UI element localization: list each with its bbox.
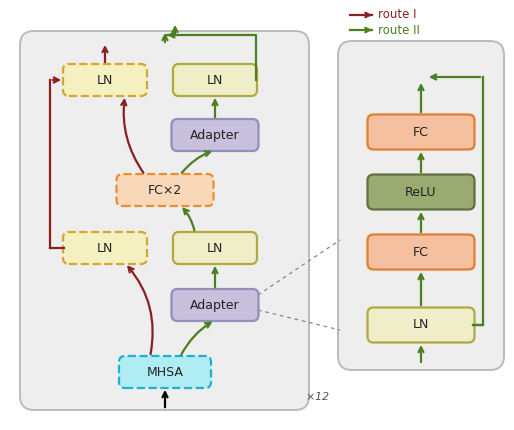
FancyBboxPatch shape (368, 234, 474, 270)
FancyBboxPatch shape (368, 114, 474, 150)
Text: MHSA: MHSA (146, 366, 183, 378)
FancyBboxPatch shape (117, 174, 213, 206)
Text: Adapter: Adapter (190, 298, 240, 311)
Text: ReLU: ReLU (405, 185, 437, 199)
Text: LN: LN (413, 319, 429, 332)
Text: LN: LN (207, 242, 223, 255)
Text: route I: route I (378, 9, 416, 22)
Text: FC: FC (413, 246, 429, 258)
FancyBboxPatch shape (368, 307, 474, 343)
Text: LN: LN (207, 74, 223, 86)
Text: Adapter: Adapter (190, 129, 240, 141)
FancyBboxPatch shape (63, 64, 147, 96)
FancyBboxPatch shape (173, 232, 257, 264)
Text: FC: FC (413, 126, 429, 138)
Text: FC×2: FC×2 (148, 184, 182, 197)
Text: LN: LN (97, 242, 113, 255)
FancyBboxPatch shape (20, 31, 309, 410)
FancyBboxPatch shape (172, 119, 259, 151)
Text: $\times$12: $\times$12 (305, 390, 330, 402)
Text: LN: LN (97, 74, 113, 86)
Text: route II: route II (378, 24, 420, 37)
FancyBboxPatch shape (368, 175, 474, 209)
FancyBboxPatch shape (172, 289, 259, 321)
FancyBboxPatch shape (173, 64, 257, 96)
FancyBboxPatch shape (338, 41, 504, 370)
FancyBboxPatch shape (119, 356, 211, 388)
FancyBboxPatch shape (63, 232, 147, 264)
